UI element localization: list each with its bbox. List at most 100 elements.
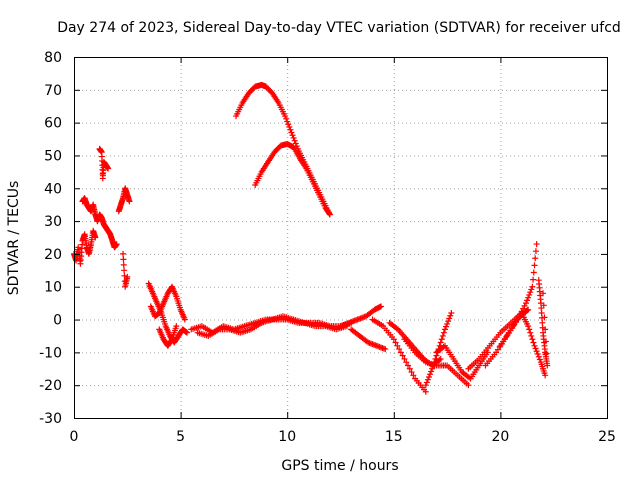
data-point [120, 250, 127, 257]
data-point [529, 283, 536, 290]
data-point [120, 256, 127, 263]
series-rise-14 [337, 303, 385, 330]
data-point [290, 134, 297, 141]
data-point [534, 351, 541, 358]
data-point [285, 121, 292, 128]
data-point [533, 348, 540, 355]
data-point [530, 269, 537, 276]
axis-ticks [74, 57, 608, 419]
data-point [532, 255, 539, 262]
data-point [525, 306, 532, 313]
series-dip-14 [348, 326, 389, 353]
data-point [448, 309, 455, 316]
data-point [438, 336, 445, 343]
data-point [437, 339, 444, 346]
data-point [530, 276, 537, 283]
series-cluster-4c [156, 323, 180, 349]
series-rise-21 [497, 241, 540, 349]
data-point [289, 132, 296, 139]
y-tick-label: 60 [44, 116, 62, 132]
data-point [446, 315, 453, 322]
data-point [423, 379, 430, 386]
data-point [403, 359, 410, 366]
y-tick-label: 30 [44, 214, 62, 230]
data-point [105, 165, 112, 172]
y-tick-label: -10 [39, 345, 62, 361]
y-tick-label: 0 [53, 313, 62, 329]
series-desc-21 [518, 309, 549, 379]
data-point [526, 326, 533, 333]
data-point [527, 289, 534, 296]
data-point [392, 339, 399, 346]
data-point [405, 362, 412, 369]
data-point [440, 329, 447, 336]
series-flat-band-b [194, 313, 350, 339]
data-point [429, 365, 436, 372]
series-desc-18 [433, 342, 491, 382]
data-point [427, 371, 434, 378]
data-point [441, 326, 448, 333]
series-spike-1 [96, 145, 112, 182]
series-early-d [115, 185, 133, 215]
series-cluster-4b [147, 283, 188, 323]
data-point [399, 352, 406, 359]
y-axis-label: SDTVAR / TECUs [6, 181, 22, 296]
data-point [524, 297, 531, 304]
data-point [326, 211, 333, 218]
y-tick-label: 10 [44, 280, 62, 296]
data-point [528, 286, 535, 293]
y-tick-label: -30 [39, 411, 62, 427]
data-point [422, 388, 429, 395]
data-point [408, 369, 415, 376]
data-point [286, 124, 293, 131]
data-point [424, 376, 431, 383]
data-point [394, 342, 401, 349]
data-point [378, 303, 385, 310]
x-tick-label: 5 [176, 429, 185, 445]
x-tick-label: 15 [385, 429, 403, 445]
data-point [443, 323, 450, 330]
data-point [422, 382, 429, 389]
data-point [532, 248, 539, 255]
data-point [428, 368, 435, 375]
data-point [445, 318, 452, 325]
data-point [544, 362, 551, 369]
data-point [121, 267, 128, 274]
data-point [437, 355, 444, 362]
series-arc-b-high [252, 140, 333, 218]
data-point [292, 140, 299, 147]
data-point [526, 291, 533, 298]
data-point [527, 329, 534, 336]
data-point [390, 336, 397, 343]
data-point [168, 337, 175, 344]
series-early-c [94, 211, 120, 251]
x-tick-label: 25 [598, 429, 616, 445]
data-point [465, 382, 472, 389]
grid [74, 57, 607, 418]
data-point [542, 326, 549, 333]
data-point [530, 339, 537, 346]
data-point [410, 372, 417, 379]
data-point [432, 355, 439, 362]
data-point [126, 198, 133, 205]
data-point [406, 365, 413, 372]
x-tick-labels: 0 5 10 15 20 25 [70, 429, 616, 445]
data-point [542, 372, 549, 379]
data-point [439, 332, 446, 339]
data-point [531, 342, 538, 349]
x-tick-label: 10 [278, 429, 296, 445]
series-desc-17 [401, 336, 472, 389]
y-tick-label: 20 [44, 247, 62, 263]
data-point [447, 312, 454, 319]
data-point [532, 345, 539, 352]
y-tick-label: -20 [39, 378, 62, 394]
data-point [531, 262, 538, 269]
data-point [541, 314, 548, 321]
data-point [543, 350, 550, 357]
data-point [113, 241, 120, 248]
data-point [288, 129, 295, 136]
data-point [120, 261, 127, 268]
data-point [382, 346, 389, 353]
y-tick-label: 40 [44, 181, 62, 197]
